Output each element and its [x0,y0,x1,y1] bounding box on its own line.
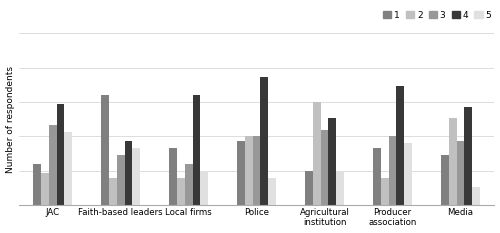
Bar [109,178,117,205]
Bar [328,118,336,205]
Bar [448,118,456,205]
Bar [381,178,388,205]
Bar [237,141,245,205]
Bar [200,171,208,205]
Bar [192,95,200,205]
Bar [41,173,49,205]
Bar [101,95,109,205]
Bar [260,77,268,205]
Bar [169,148,177,205]
Bar [336,171,344,205]
Bar [472,187,480,205]
Legend: 1, 2, 3, 4, 5: 1, 2, 3, 4, 5 [380,7,494,23]
Bar [124,141,132,205]
Bar [404,143,412,205]
Bar [49,125,56,205]
Y-axis label: Number of respondents: Number of respondents [6,66,15,173]
Bar [268,178,276,205]
Bar [132,148,140,205]
Bar [33,164,41,205]
Bar [184,164,192,205]
Bar [117,155,124,205]
Bar [313,102,320,205]
Bar [441,155,448,205]
Bar [373,148,381,205]
Bar [464,107,472,205]
Bar [456,141,464,205]
Bar [245,137,252,205]
Bar [252,137,260,205]
Bar [56,104,64,205]
Bar [305,171,313,205]
Bar [396,86,404,205]
Bar [320,130,328,205]
Bar [177,178,184,205]
Bar [64,132,72,205]
Bar [388,137,396,205]
